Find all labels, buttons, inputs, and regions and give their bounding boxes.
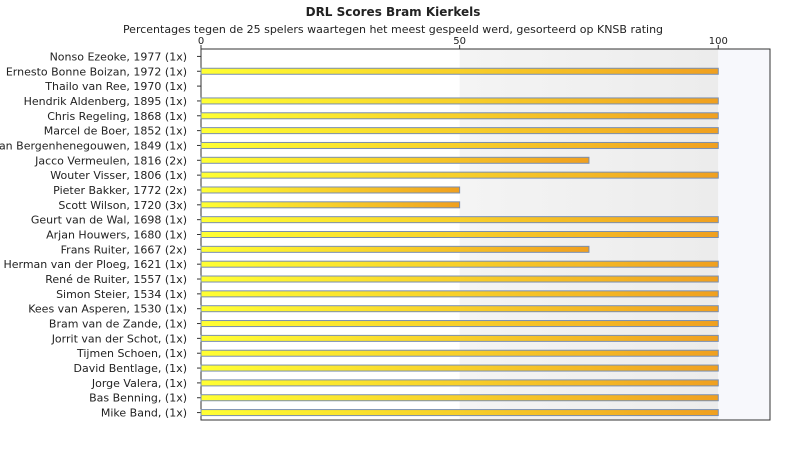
bar [200, 141, 719, 149]
x-axis: 0 50 100 [198, 36, 728, 49]
bar [200, 409, 719, 417]
y-tick-label: Ernesto Bonne Boizan, 1972 (1x) [6, 65, 187, 78]
y-axis: Nonso Ezeoke, 1977 (1x) Ernesto Bonne Boi… [0, 50, 201, 420]
chart-title: DRL Scores Bram Kierkels [306, 5, 481, 19]
bar [200, 127, 719, 135]
y-tick-label: Jorrit van der Schot, (1x) [51, 332, 187, 345]
y-tick-label: Chris Regeling, 1868 (1x) [47, 110, 187, 123]
y-tick-label: Nonso Ezeoke, 1977 (1x) [50, 50, 187, 63]
y-tick-label: Scott Wilson, 1720 (3x) [58, 199, 187, 212]
x-tick-label: 100 [709, 36, 728, 47]
y-tick-label: Jacco Vermeulen, 1816 (2x) [34, 154, 187, 167]
bar [200, 171, 719, 179]
bar [200, 379, 719, 387]
chart-subtitle: Percentages tegen de 25 spelers waartege… [123, 23, 663, 36]
bar [200, 334, 719, 342]
bar [200, 201, 461, 209]
x-tick-label: 50 [453, 36, 466, 47]
bar [200, 260, 719, 268]
bar [200, 97, 719, 105]
y-tick-label: Jorge Valera, (1x) [91, 377, 187, 390]
y-tick-label: Frans Ruiter, 1667 (2x) [61, 243, 187, 256]
y-tick-label: Kees van Asperen, 1530 (1x) [28, 303, 187, 316]
y-tick-label: Thailo van Ree, 1970 (1x) [44, 80, 187, 93]
bar [200, 67, 719, 75]
y-tick-label: Ivo van Bergenhenegouwen, 1849 (1x) [0, 139, 187, 152]
y-tick-label: Marcel de Boer, 1852 (1x) [44, 125, 187, 138]
bar [200, 186, 461, 194]
y-tick-label: Arjan Houwers, 1680 (1x) [46, 229, 187, 242]
bar [200, 112, 719, 120]
y-tick-label: Mike Band, (1x) [101, 407, 187, 420]
y-tick-label: Geurt van de Wal, 1698 (1x) [31, 214, 187, 227]
bar [200, 364, 719, 372]
plot-band [718, 49, 770, 420]
bar [200, 156, 590, 164]
bar [200, 349, 719, 357]
y-tick-label: Herman van der Ploeg, 1621 (1x) [3, 258, 187, 271]
y-tick-label: Bram van de Zande, (1x) [49, 318, 187, 331]
y-tick-label: Pieter Bakker, 1772 (2x) [53, 184, 187, 197]
bar [200, 216, 719, 224]
y-tick-label: René de Ruiter, 1557 (1x) [45, 273, 187, 286]
bar [200, 394, 719, 402]
y-tick-label: David Bentlage, (1x) [74, 362, 188, 375]
bar [200, 305, 719, 313]
x-tick-label: 0 [198, 36, 204, 47]
bar [200, 231, 719, 238]
y-tick-label: Hendrik Aldenberg, 1895 (1x) [24, 95, 187, 108]
bar [200, 245, 590, 253]
y-tick-label: Simon Steier, 1534 (1x) [56, 288, 187, 301]
bar [200, 275, 719, 283]
bar [200, 290, 719, 298]
bar [200, 320, 719, 328]
y-tick-label: Wouter Visser, 1806 (1x) [50, 169, 187, 182]
y-tick-label: Tijmen Schoen, (1x) [76, 347, 187, 360]
y-tick-label: Bas Benning, (1x) [89, 392, 187, 405]
bar-series [200, 67, 719, 417]
